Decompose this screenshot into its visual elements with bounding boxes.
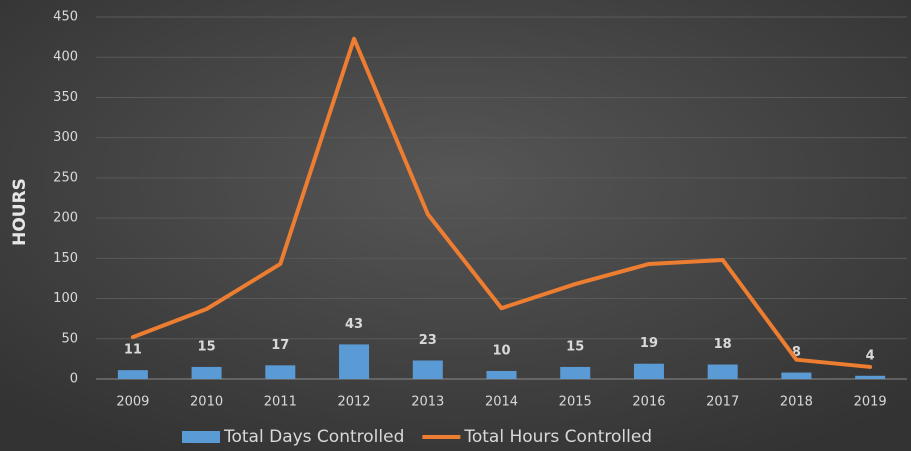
x-tick-label: 2016 — [632, 395, 665, 410]
bar — [633, 363, 664, 379]
bar — [781, 372, 812, 379]
legend-swatch — [182, 431, 220, 443]
data-label: 17 — [271, 338, 289, 353]
y-axis-label: HOURS — [10, 178, 30, 246]
data-label: 43 — [345, 317, 363, 332]
x-tick-label: 2012 — [337, 395, 370, 410]
data-label: 15 — [566, 339, 584, 354]
bar — [265, 365, 296, 379]
data-label: 10 — [492, 343, 510, 358]
bar — [339, 344, 370, 379]
x-tick-label: 2009 — [116, 395, 149, 410]
y-tick-label: 300 — [53, 130, 78, 145]
bar — [707, 364, 738, 379]
x-tick-label: 2010 — [190, 395, 223, 410]
bar — [117, 370, 148, 379]
y-tick-label: 350 — [53, 90, 78, 105]
y-tick-label: 150 — [53, 251, 78, 266]
data-label: 15 — [198, 339, 216, 354]
x-tick-label: 2011 — [264, 395, 297, 410]
data-label: 4 — [866, 348, 875, 363]
legend-label: Total Hours Controlled — [463, 427, 652, 447]
y-tick-label: 200 — [53, 211, 78, 226]
y-tick-label: 50 — [61, 331, 78, 346]
line — [130, 36, 873, 369]
x-tick-label: 2018 — [780, 395, 813, 410]
legend-label: Total Days Controlled — [223, 427, 404, 447]
data-label: 11 — [124, 343, 142, 358]
y-tick-label: 100 — [53, 291, 78, 306]
x-tick-label: 2014 — [485, 395, 518, 410]
x-tick-label: 2019 — [854, 395, 887, 410]
y-tick-label: 450 — [53, 10, 78, 25]
bar — [486, 370, 517, 379]
y-tick-label: 0 — [70, 372, 78, 387]
data-label: 18 — [714, 337, 732, 352]
bar — [855, 375, 886, 379]
data-label: 19 — [640, 336, 658, 351]
bar — [191, 366, 222, 379]
x-tick-label: 2017 — [706, 395, 739, 410]
data-label: 23 — [419, 333, 437, 348]
bar — [412, 360, 443, 379]
data-label: 8 — [792, 345, 801, 360]
bar — [560, 366, 591, 379]
x-tick-label: 2013 — [411, 395, 444, 410]
y-tick-label: 250 — [53, 170, 78, 185]
y-tick-label: 400 — [53, 50, 78, 65]
x-tick-label: 2015 — [559, 395, 592, 410]
